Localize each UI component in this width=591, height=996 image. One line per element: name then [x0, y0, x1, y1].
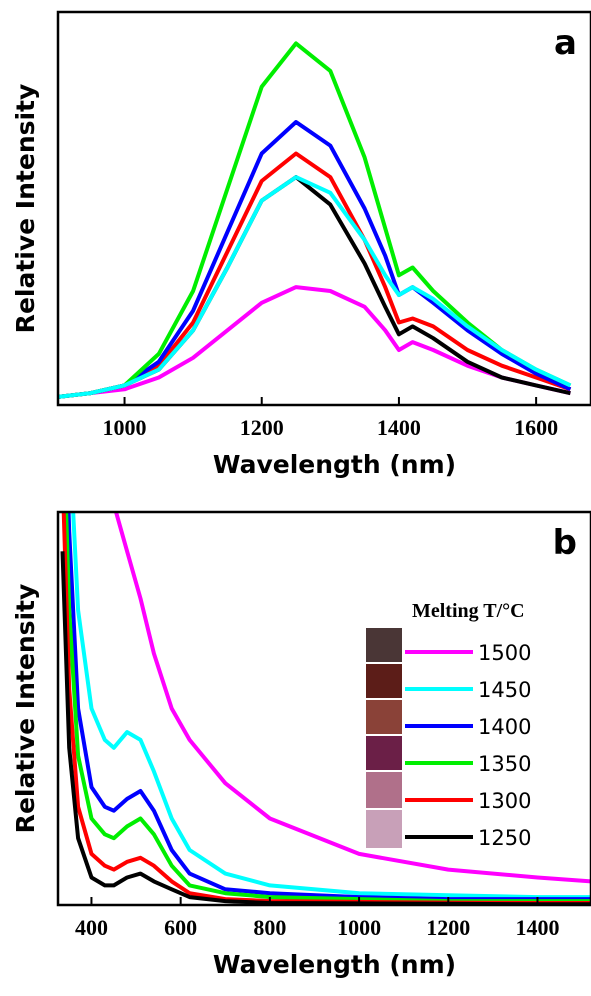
x-tick-label: 1000: [337, 915, 381, 940]
legend-label: 1350: [478, 752, 531, 776]
series-line: [58, 151, 572, 399]
series-line: [58, 285, 571, 399]
x-tick-label: 1200: [240, 415, 284, 440]
series-line: [60, 551, 591, 905]
x-axis-title: Wavelength (nm): [213, 450, 456, 479]
series-line: [58, 120, 572, 399]
y-axis-title: Relative Intensity: [11, 84, 40, 334]
legend-title: Melting T/°C: [412, 600, 525, 622]
x-tick-label: 400: [75, 915, 108, 940]
x-tick-label: 1400: [515, 915, 559, 940]
plot-frame: [56, 10, 591, 407]
inset-photos: [366, 628, 402, 848]
plot-area: [60, 512, 591, 905]
x-tick-label: 1600: [514, 415, 558, 440]
series-line: [58, 175, 572, 399]
panel-label: b: [553, 523, 577, 563]
x-tick-label: 1200: [426, 915, 470, 940]
series-line: [58, 41, 572, 399]
x-axis-title: Wavelength (nm): [213, 950, 456, 979]
series-line: [113, 512, 591, 884]
plot-frame: [56, 510, 591, 907]
panel-label: a: [554, 23, 577, 63]
legend-label: 1250: [478, 826, 531, 850]
plot-area: [58, 41, 572, 399]
y-axis-title: Relative Intensity: [11, 584, 40, 834]
series-line: [64, 512, 591, 904]
x-tick-label: 1000: [103, 415, 147, 440]
legend-label: 1400: [478, 715, 531, 739]
x-tick-label: 1400: [377, 415, 421, 440]
legend-label: 1300: [478, 789, 531, 813]
x-tick-label: 800: [253, 915, 286, 940]
legend-label: 1450: [478, 678, 531, 702]
x-tick-label: 600: [164, 915, 197, 940]
legend-label: 1500: [478, 641, 531, 665]
series-line: [71, 512, 591, 900]
